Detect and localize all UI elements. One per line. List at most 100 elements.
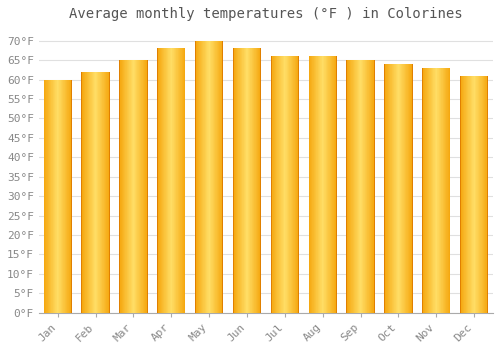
Bar: [137, 60, 138, 313]
Bar: [161, 49, 162, 313]
Bar: [163, 49, 164, 313]
Bar: [95, 72, 96, 313]
Bar: [44, 79, 45, 313]
Bar: [172, 49, 173, 313]
Bar: [240, 49, 241, 313]
Bar: [426, 68, 427, 313]
Bar: [168, 49, 169, 313]
Bar: [53, 79, 54, 313]
Bar: [61, 79, 62, 313]
Bar: [255, 49, 256, 313]
Bar: [82, 72, 83, 313]
Bar: [184, 49, 186, 313]
Bar: [466, 76, 468, 313]
Bar: [384, 64, 385, 313]
Bar: [244, 49, 246, 313]
Bar: [313, 56, 314, 313]
Bar: [361, 60, 362, 313]
Bar: [286, 56, 287, 313]
Bar: [253, 49, 254, 313]
Bar: [274, 56, 275, 313]
Bar: [54, 79, 55, 313]
Bar: [290, 56, 291, 313]
Bar: [390, 64, 391, 313]
Bar: [432, 68, 433, 313]
Bar: [50, 79, 51, 313]
Bar: [312, 56, 313, 313]
Bar: [142, 60, 143, 313]
Bar: [164, 49, 165, 313]
Bar: [326, 56, 328, 313]
Bar: [316, 56, 317, 313]
Bar: [355, 60, 356, 313]
Bar: [449, 68, 450, 313]
Bar: [127, 60, 128, 313]
Bar: [424, 68, 425, 313]
Bar: [235, 49, 236, 313]
Bar: [248, 49, 250, 313]
Bar: [108, 72, 109, 313]
Bar: [120, 60, 121, 313]
Bar: [109, 72, 110, 313]
Bar: [256, 49, 257, 313]
Bar: [122, 60, 123, 313]
Bar: [285, 56, 286, 313]
Bar: [309, 56, 310, 313]
Bar: [251, 49, 252, 313]
Bar: [141, 60, 142, 313]
Bar: [214, 41, 215, 313]
Bar: [233, 49, 234, 313]
Bar: [222, 41, 224, 313]
Bar: [425, 68, 426, 313]
Bar: [236, 49, 237, 313]
Bar: [398, 64, 399, 313]
Bar: [242, 49, 243, 313]
Bar: [212, 41, 213, 313]
Bar: [284, 56, 285, 313]
Bar: [254, 49, 255, 313]
Bar: [296, 56, 297, 313]
Bar: [174, 49, 176, 313]
Bar: [427, 68, 428, 313]
Bar: [182, 49, 183, 313]
Bar: [124, 60, 125, 313]
Bar: [107, 72, 108, 313]
Bar: [422, 68, 423, 313]
Bar: [47, 79, 48, 313]
Bar: [71, 79, 72, 313]
Bar: [317, 56, 318, 313]
Bar: [308, 56, 310, 313]
Bar: [169, 49, 170, 313]
Bar: [233, 49, 234, 313]
Bar: [464, 76, 465, 313]
Bar: [346, 60, 347, 313]
Bar: [131, 60, 132, 313]
Bar: [359, 60, 360, 313]
Bar: [435, 68, 436, 313]
Bar: [374, 60, 375, 313]
Bar: [86, 72, 87, 313]
Bar: [289, 56, 290, 313]
Bar: [133, 60, 134, 313]
Bar: [63, 79, 64, 313]
Bar: [347, 60, 348, 313]
Bar: [139, 60, 140, 313]
Bar: [65, 79, 66, 313]
Bar: [45, 79, 46, 313]
Bar: [237, 49, 238, 313]
Bar: [408, 64, 409, 313]
Bar: [102, 72, 103, 313]
Bar: [448, 68, 449, 313]
Bar: [136, 60, 137, 313]
Bar: [479, 76, 480, 313]
Bar: [321, 56, 322, 313]
Bar: [121, 60, 122, 313]
Bar: [358, 60, 359, 313]
Bar: [294, 56, 295, 313]
Bar: [441, 68, 442, 313]
Bar: [195, 41, 196, 313]
Bar: [410, 64, 411, 313]
Bar: [180, 49, 181, 313]
Bar: [132, 60, 133, 313]
Bar: [394, 64, 395, 313]
